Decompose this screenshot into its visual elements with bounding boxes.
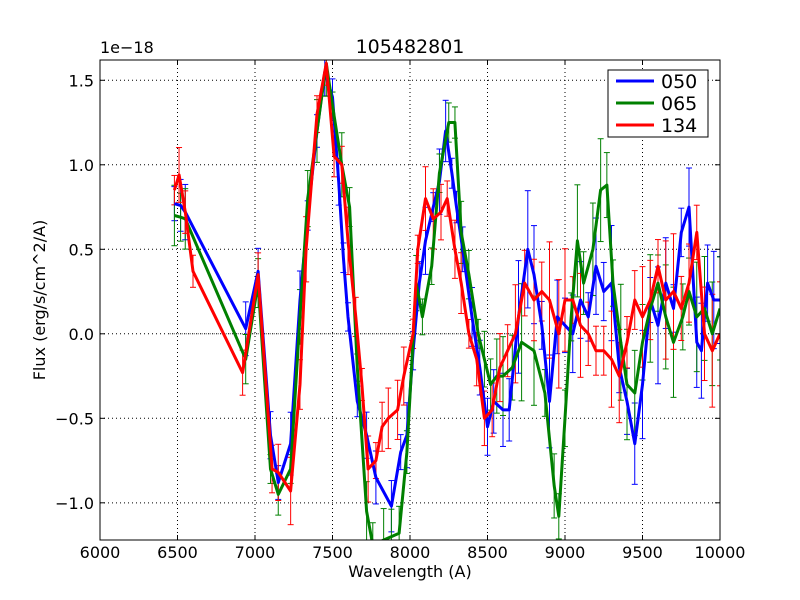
x-tick-label: 7500 (312, 543, 353, 562)
y-tick-label: 0.5 (69, 240, 94, 259)
y-tick-label: 1.0 (69, 156, 94, 175)
y-tick-label: 0.0 (69, 325, 94, 344)
legend-label-050: 050 (661, 71, 697, 93)
x-tick-label: 6000 (80, 543, 121, 562)
x-tick-label: 9500 (622, 543, 663, 562)
y-tick-label: 1.5 (69, 71, 94, 90)
x-tick-labels: 6000 6500 7000 7500 8000 8500 9000 9500 10000 (80, 543, 746, 562)
series-line-065 (174, 61, 720, 540)
y-axis-title: Flux (erg/s/cm^2/A) (30, 220, 49, 381)
x-tick-label: 6500 (157, 543, 198, 562)
chart-title: 105482801 (356, 36, 465, 58)
legend-label-134: 134 (661, 115, 697, 137)
x-tick-label: 10000 (695, 543, 746, 562)
y-tick-label: −1.0 (55, 494, 94, 513)
x-tick-label: 7000 (235, 543, 276, 562)
legend-label-065: 065 (661, 93, 697, 115)
y-tick-labels: −1.0 −0.5 0.0 0.5 1.0 1.5 (55, 71, 94, 513)
series-lines (172, 61, 720, 540)
x-tick-label: 8000 (390, 543, 431, 562)
series-line-134 (172, 61, 720, 493)
x-tick-label: 8500 (467, 543, 508, 562)
y-offset-label: 1e−18 (100, 38, 154, 57)
x-tick-label: 9000 (545, 543, 586, 562)
axis-ticks (99, 60, 721, 540)
x-axis-title: Wavelength (A) (348, 562, 471, 581)
y-tick-label: −0.5 (55, 409, 94, 428)
